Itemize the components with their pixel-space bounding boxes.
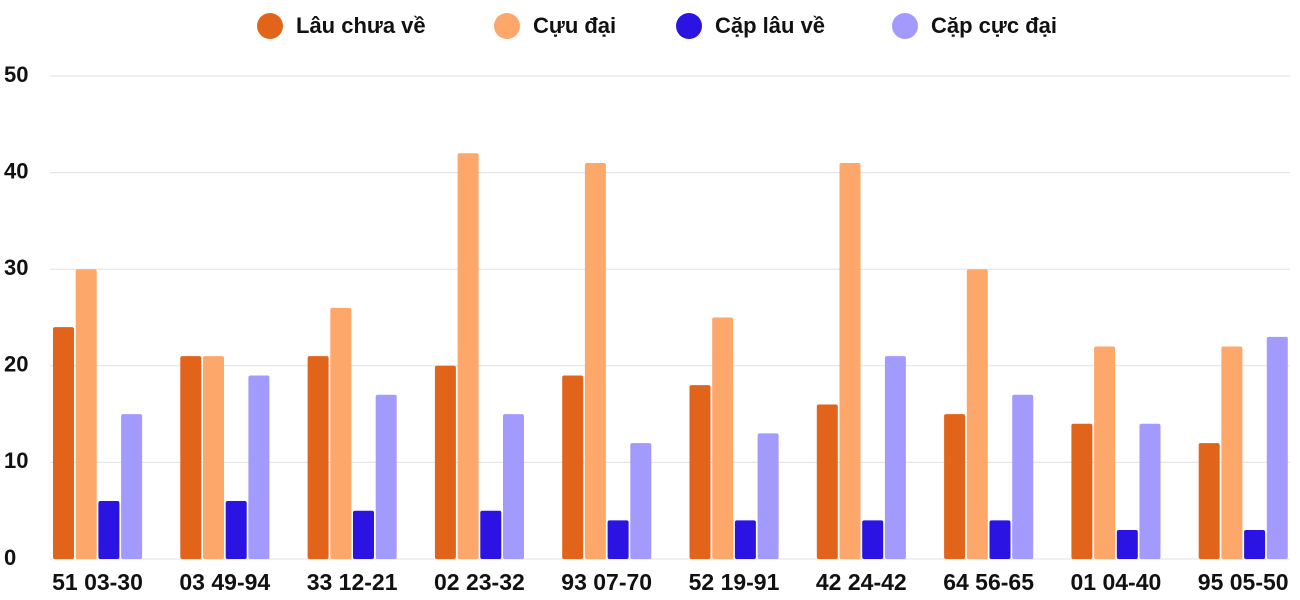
legend-marker: [494, 13, 520, 39]
bar: [434, 365, 456, 559]
legend-marker: [676, 13, 702, 39]
bar: [330, 307, 352, 559]
bar: [630, 443, 652, 559]
x-tick-label: 51 03-30: [52, 569, 143, 595]
bar: [503, 414, 524, 559]
bar: [180, 356, 202, 559]
bar: [75, 269, 97, 559]
x-tick-label: 64 56-65: [943, 569, 1034, 595]
y-tick-label: 50: [4, 62, 28, 87]
bar: [1221, 346, 1243, 559]
bar: [307, 356, 329, 559]
legend-label: Cặp lâu về: [715, 13, 825, 38]
bar: [1071, 423, 1093, 559]
bar: [203, 356, 224, 559]
y-tick-label: 0: [4, 545, 16, 570]
bar: [816, 404, 838, 559]
bar: [121, 414, 143, 559]
bar: [607, 520, 629, 559]
legend-label: Lâu chưa về: [296, 13, 426, 38]
x-tick-label: 02 23-32: [434, 569, 525, 595]
x-tick-label: 01 04-40: [1070, 569, 1161, 595]
bar: [53, 327, 74, 559]
bar: [562, 375, 584, 559]
x-tick-label: 03 49-94: [179, 569, 270, 595]
bar: [248, 375, 270, 559]
y-tick-label: 20: [4, 352, 28, 377]
bar: [1266, 336, 1288, 559]
legend-label: Cựu đại: [533, 13, 616, 38]
bar: [225, 501, 247, 559]
legend-label: Cặp cực đại: [931, 13, 1057, 38]
x-tick-label: 42 24-42: [816, 569, 907, 595]
bar: [712, 317, 734, 559]
x-tick-label: 52 19-91: [689, 569, 780, 595]
bar: [734, 520, 756, 559]
bar: [757, 433, 779, 559]
bar: [1116, 530, 1138, 559]
bar: [1094, 346, 1116, 559]
bar: [966, 269, 988, 559]
bar: [884, 356, 906, 559]
bar: [689, 385, 711, 559]
bar: [353, 510, 374, 559]
bar: [1198, 443, 1220, 559]
y-tick-label: 10: [4, 448, 28, 473]
legend-marker: [892, 13, 918, 39]
bar: [584, 162, 606, 559]
x-tick-label: 33 12-21: [307, 569, 398, 595]
x-tick-label: 93 07-70: [561, 569, 652, 595]
y-tick-label: 40: [4, 158, 28, 183]
bar: [375, 394, 397, 559]
x-tick-label: 95 05-50: [1198, 569, 1289, 595]
legend-marker: [257, 13, 283, 39]
bar: [989, 520, 1011, 559]
bar: [1244, 530, 1266, 559]
bar: [1012, 394, 1034, 559]
bar: [862, 520, 884, 559]
y-tick-label: 30: [4, 255, 28, 280]
bar: [944, 414, 966, 559]
bar: [839, 162, 861, 559]
bar: [98, 501, 120, 559]
bar: [457, 153, 479, 559]
bar: [1139, 423, 1161, 559]
bar: [480, 510, 502, 559]
